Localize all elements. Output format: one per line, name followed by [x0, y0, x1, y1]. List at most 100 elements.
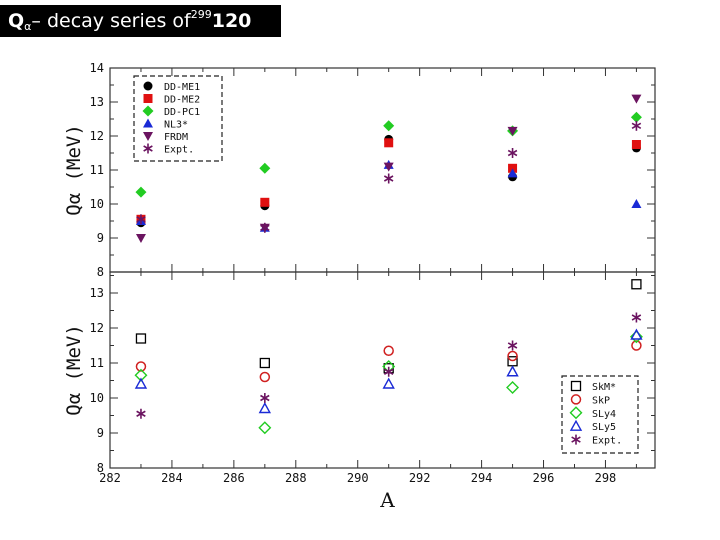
- data-point: [506, 365, 519, 377]
- legend-marker: [143, 81, 153, 91]
- data-point: [630, 111, 642, 123]
- legend-marker: [143, 132, 153, 141]
- data-point: [506, 381, 520, 394]
- asterisk-stroke: [571, 436, 581, 443]
- asterisk-stroke: [631, 122, 642, 129]
- data-point: [135, 361, 147, 372]
- legend-label: SLy5: [592, 422, 616, 433]
- data-point: [383, 120, 395, 132]
- legend-label: DD-ME1: [164, 82, 200, 93]
- data-point: [136, 214, 146, 225]
- x-tick-label: 290: [347, 471, 369, 485]
- title-q: Q: [8, 10, 25, 32]
- x-tick-label: 288: [285, 471, 307, 485]
- data-point: [507, 340, 518, 351]
- data-point: [259, 162, 271, 174]
- legend-marker: [143, 143, 153, 154]
- asterisk-stroke: [507, 149, 518, 157]
- data-point: [631, 199, 642, 208]
- y-tick-label: 12: [90, 129, 104, 143]
- asterisk-stroke: [631, 314, 642, 321]
- y-tick-label: 11: [90, 356, 104, 370]
- y-tick-label: 10: [90, 197, 104, 211]
- title-element: 120: [211, 10, 252, 32]
- x-tick-label: 294: [471, 471, 493, 485]
- data-point: [134, 377, 148, 389]
- y-tick-label: 10: [90, 391, 104, 405]
- data-point: [631, 140, 641, 149]
- legend-marker: [143, 94, 153, 103]
- asterisk-stroke: [507, 342, 518, 349]
- y-tick-label: 11: [90, 163, 104, 177]
- legend-label: Expt.: [164, 145, 194, 156]
- data-point: [258, 421, 272, 435]
- data-point: [383, 366, 394, 377]
- data-point: [507, 350, 518, 362]
- data-point: [259, 357, 270, 369]
- y-axis-label: Qα (MeV): [63, 124, 85, 216]
- data-point: [629, 330, 643, 344]
- data-point: [382, 377, 395, 389]
- y-tick-label: 13: [90, 286, 104, 300]
- series-skm-: [135, 279, 642, 374]
- x-tick-label: 284: [161, 471, 183, 485]
- data-point: [631, 94, 642, 104]
- legend-bottom: SkM* SkP SLy4 SLy5 Expt.: [561, 375, 639, 454]
- series-skp: [135, 340, 642, 383]
- series-sly4: [134, 330, 643, 435]
- data-point: [508, 163, 518, 173]
- data-point: [135, 234, 146, 243]
- title-alpha: α: [24, 19, 32, 33]
- data-point: [136, 408, 146, 419]
- legend-label: SLy4: [592, 409, 616, 420]
- data-point: [260, 197, 270, 207]
- title-mass-number: 299: [190, 7, 212, 21]
- data-point: [260, 222, 270, 233]
- data-point: [134, 368, 148, 382]
- asterisk-stroke: [260, 394, 270, 402]
- legend-label: NL3*: [164, 120, 188, 131]
- x-tick-label: 298: [595, 471, 617, 485]
- x-tick-label: 292: [409, 471, 431, 485]
- data-point: [383, 162, 394, 172]
- x-tick-label: 286: [223, 471, 245, 485]
- data-point: [631, 120, 642, 131]
- data-point: [384, 138, 394, 148]
- y-tick-label: 8: [97, 265, 104, 279]
- legend-label: FRDM: [164, 132, 188, 143]
- legend-label: SkM*: [592, 382, 616, 393]
- y-tick-label: 8: [97, 461, 104, 475]
- data-point: [258, 402, 272, 414]
- asterisk-stroke: [136, 216, 146, 223]
- y-tick-label: 9: [97, 426, 104, 440]
- legend-label: Expt.: [592, 436, 622, 447]
- y-tick-label: 9: [97, 231, 104, 245]
- legend-marker: [142, 105, 154, 117]
- data-point: [259, 371, 271, 383]
- legend-label: DD-ME2: [164, 95, 200, 106]
- legend-label: SkP: [592, 395, 610, 406]
- asterisk-stroke: [260, 224, 270, 231]
- series-dd-pc1: [135, 111, 642, 198]
- y-tick-label: 14: [90, 61, 104, 75]
- series-sly5: [134, 328, 643, 414]
- data-point: [631, 279, 642, 290]
- legend-marker: [571, 434, 581, 445]
- asterisk-stroke: [143, 145, 153, 152]
- asterisk-stroke: [383, 368, 394, 375]
- data-point: [135, 186, 147, 198]
- asterisk-stroke: [136, 410, 146, 417]
- asterisk-stroke: [383, 175, 394, 182]
- data-point: [260, 393, 270, 403]
- legend-marker: [570, 380, 582, 392]
- data-point: [631, 312, 642, 323]
- x-axis-label: A: [379, 488, 395, 512]
- y-tick-label: 13: [90, 95, 104, 109]
- bottom-panel-frame: [109, 271, 656, 469]
- data-point: [507, 168, 518, 178]
- data-point: [507, 148, 518, 158]
